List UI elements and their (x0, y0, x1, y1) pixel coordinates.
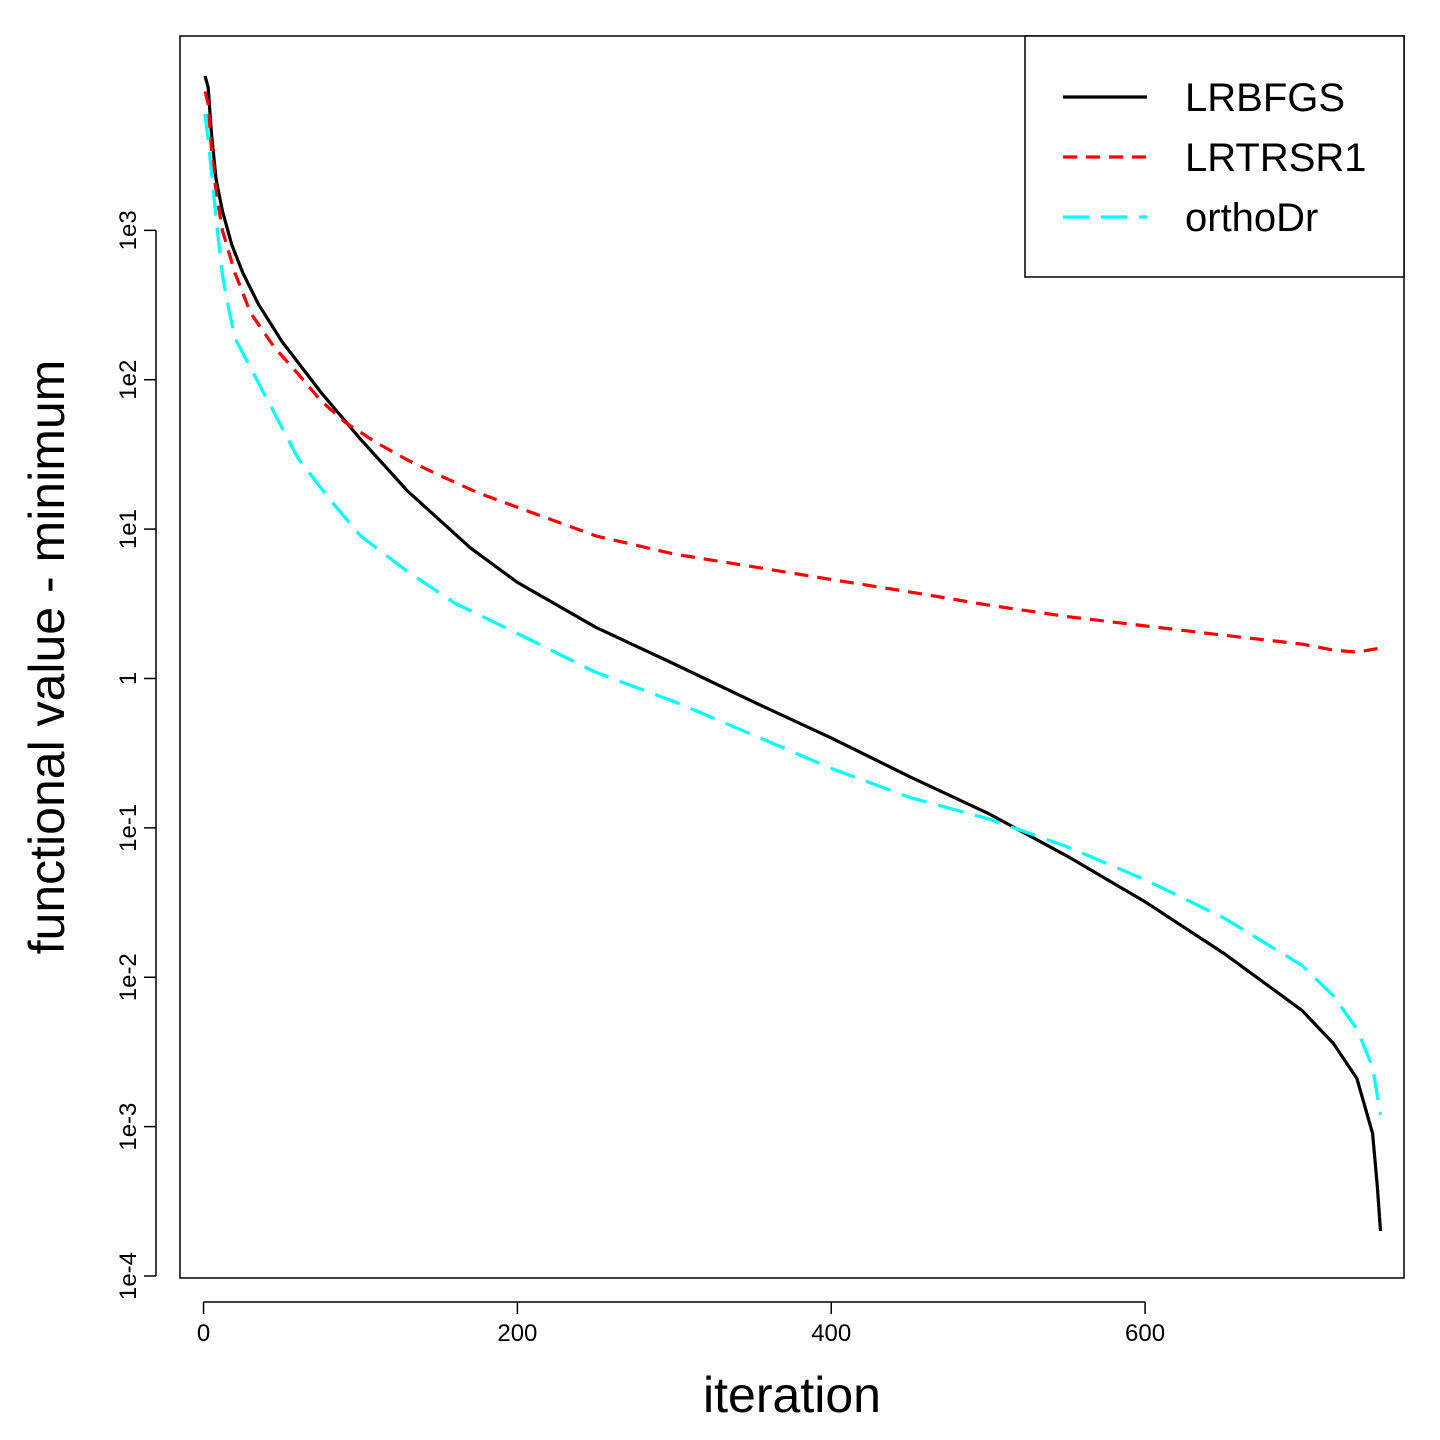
y-tick-label: 1e-1 (115, 804, 142, 852)
y-tick-label: 1e1 (115, 509, 142, 549)
x-tick-label: 400 (811, 1320, 851, 1347)
y-tick-label: 1e-3 (115, 1103, 142, 1151)
y-axis-title: functional value - minimum (19, 360, 75, 955)
series-orthodr-line (203, 113, 1383, 1116)
legend-label-lrtrsr1: LRTRSR1 (1185, 136, 1367, 180)
y-tick-label: 1e2 (115, 360, 142, 400)
legend: LRBFGS LRTRSR1 orthoDr (1024, 35, 1405, 278)
series-layer (203, 75, 1383, 1232)
y-tick-label: 1e3 (115, 210, 142, 250)
series-lrtrsr1-line (203, 91, 1381, 654)
y-tick-label: 1e-2 (115, 953, 142, 1001)
legend-label-orthodr: orthoDr (1185, 196, 1318, 240)
x-tick-label: 200 (497, 1320, 537, 1347)
series-lrbfgs-line (203, 75, 1383, 1232)
plot-frame (179, 35, 1405, 1279)
x-axis-title: iteration (703, 1367, 881, 1423)
y-tick-label: 1 (115, 672, 142, 685)
x-axis: 0 200 400 600 (197, 1301, 1165, 1347)
legend-label-lrbfgs: LRBFGS (1185, 76, 1345, 120)
y-axis: 1e-4 1e-3 1e-2 1e-1 1 1e1 1e2 1e3 (115, 210, 157, 1300)
x-tick-label: 0 (197, 1320, 210, 1347)
x-tick-label: 600 (1125, 1320, 1165, 1347)
y-tick-label: 1e-4 (115, 1252, 142, 1300)
